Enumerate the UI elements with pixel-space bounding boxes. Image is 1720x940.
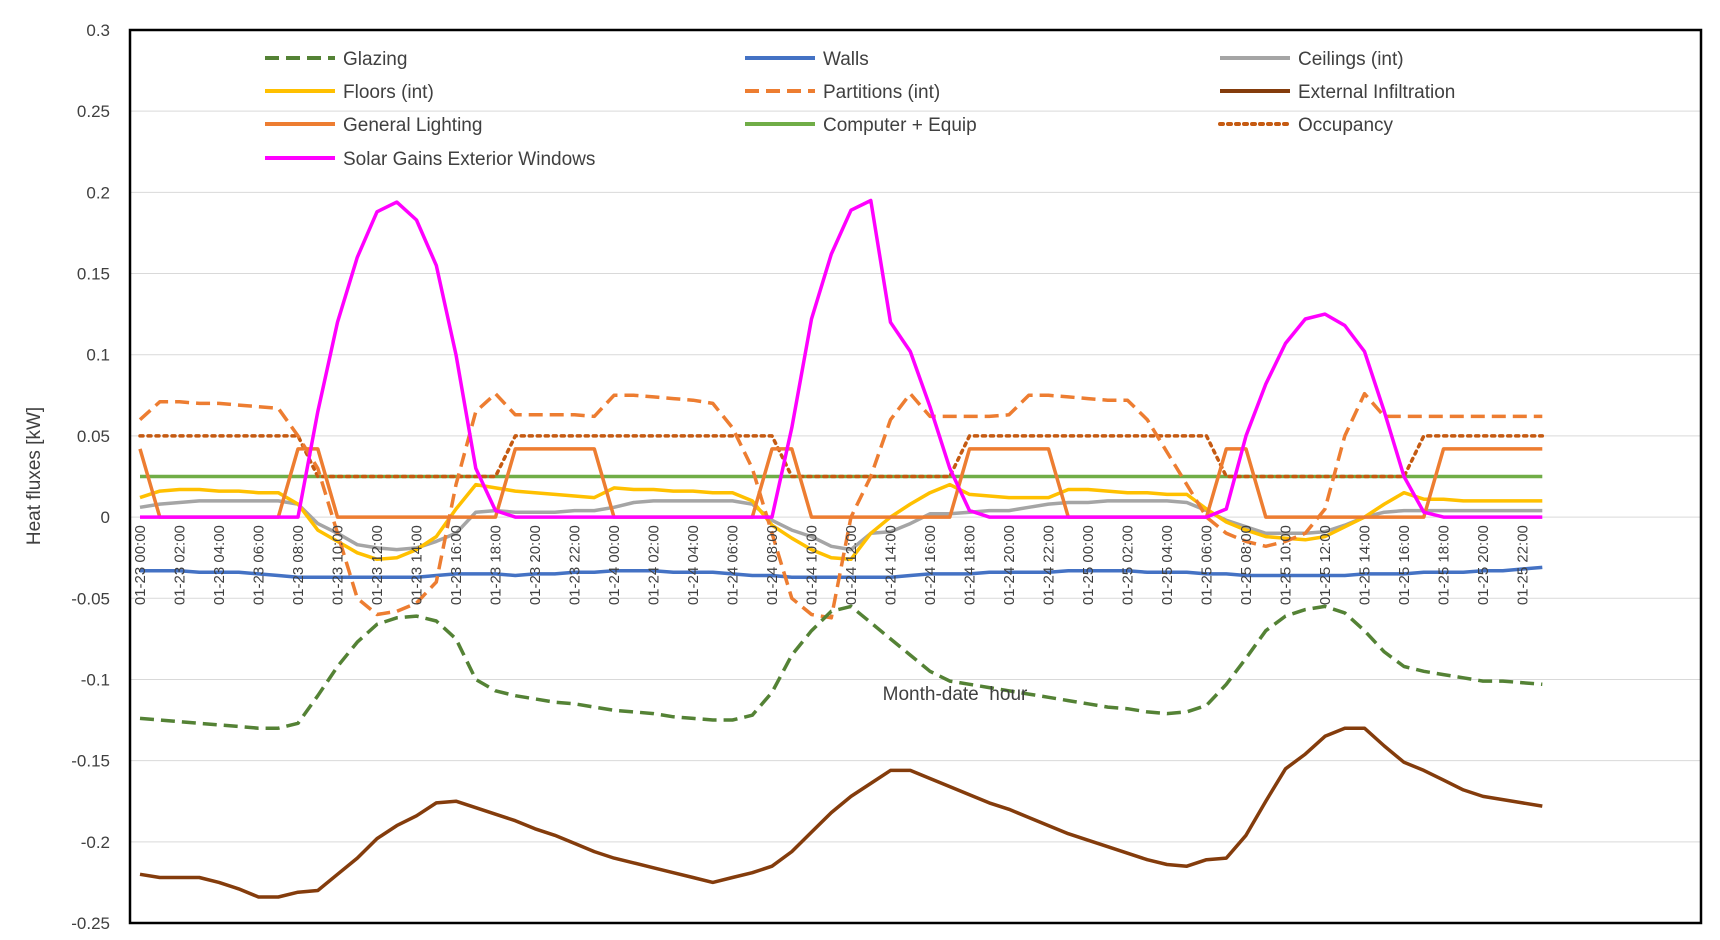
legend-item-walls: Walls (745, 49, 869, 70)
x-axis-title: Month-date hour (883, 684, 1028, 705)
legend-item-occupancy: Occupancy (1218, 115, 1394, 136)
y-tick-label: -0.2 (81, 833, 110, 852)
series-line-partitions-int (138, 391, 1543, 620)
x-tick-label: 01-23 18:00 (488, 525, 505, 605)
y-axis-title: Heat fluxes [kW] (24, 407, 45, 545)
x-tick-label: 01-23 04:00 (211, 525, 228, 605)
series-line-walls (140, 565, 1543, 579)
legend-label: Floors (int) (343, 82, 434, 103)
y-tick-label: -0.25 (71, 914, 110, 933)
x-tick-label: 01-24 14:00 (883, 525, 900, 605)
x-tick-label: 01-23 10:00 (330, 525, 347, 605)
legend-label: Solar Gains Exterior Windows (343, 149, 595, 170)
legend-item-glazing: Glazing (265, 49, 407, 70)
x-tick-label: 01-25 08:00 (1238, 525, 1255, 605)
x-tick-label: 01-23 22:00 (567, 525, 584, 605)
legend-item-floors-int: Floors (int) (265, 82, 434, 103)
series-line-solar-gains-exterior-windows (140, 198, 1543, 519)
legend-item-computer-equip: Computer + Equip (745, 115, 977, 136)
x-tick-label: 01-25 02:00 (1120, 525, 1137, 605)
x-tick-label: 01-25 22:00 (1515, 525, 1532, 605)
x-tick-label: 01-24 16:00 (922, 525, 939, 605)
x-tick-label: 01-24 18:00 (962, 525, 979, 605)
x-tick-label: 01-25 20:00 (1475, 525, 1492, 605)
series-line-glazing (139, 604, 1543, 730)
x-tick-label: 01-23 08:00 (290, 525, 307, 605)
y-tick-label: -0.05 (71, 589, 110, 608)
x-tick-label: 01-25 18:00 (1436, 525, 1453, 605)
x-tick-label: 01-25 04:00 (1159, 525, 1176, 605)
legend-label: Partitions (int) (823, 82, 940, 103)
legend-label: Glazing (343, 49, 407, 70)
x-tick-label: 01-25 10:00 (1278, 525, 1295, 605)
x-tick-label: 01-23 20:00 (527, 525, 544, 605)
x-tick-label: 01-24 04:00 (685, 525, 702, 605)
x-tick-label: 01-25 06:00 (1199, 525, 1216, 605)
x-tick-label: 01-24 06:00 (725, 525, 742, 605)
y-axis-tick-labels: 0.3 0.25 0.2 0.15 0.1 0.05 0 -0.05 -0.1 -0.15 -0.2… (71, 21, 110, 933)
x-tick-label: 01-24 00:00 (606, 525, 623, 605)
y-tick-label: 0.3 (86, 21, 110, 40)
legend-label: Computer + Equip (823, 115, 977, 136)
x-tick-label: 01-25 14:00 (1357, 525, 1374, 605)
x-tick-label: 01-23 06:00 (251, 525, 268, 605)
legend-label: Occupancy (1298, 115, 1394, 136)
series-line-ceilings-int (139, 499, 1543, 552)
x-tick-label: 01-24 08:00 (764, 525, 781, 605)
plot-area-border (128, 28, 1703, 925)
y-tick-label: -0.15 (71, 752, 110, 771)
x-tick-label: 01-24 10:00 (804, 525, 821, 605)
x-tick-label: 01-23 16:00 (448, 525, 465, 605)
y-tick-label: 0 (101, 508, 110, 527)
x-tick-label: 01-25 16:00 (1396, 525, 1413, 605)
y-tick-label: 0.2 (86, 183, 110, 202)
legend-item-ceilings-int: Ceilings (int) (1220, 49, 1404, 70)
x-tick-label: 01-24 22:00 (1041, 525, 1058, 605)
legend-label: Ceilings (int) (1298, 49, 1404, 70)
legend-label: General Lighting (343, 115, 482, 136)
x-tick-label: 01-24 02:00 (646, 525, 663, 605)
series-line-general-lighting (138, 447, 1543, 519)
y-tick-label: 0.05 (77, 427, 110, 446)
x-tick-label: 01-23 00:00 (132, 525, 149, 605)
legend: Glazing Walls Ceilings (int) Floors (int) Pa… (265, 49, 1455, 170)
y-tick-label: 0.15 (77, 265, 110, 284)
x-tick-label: 01-23 14:00 (409, 525, 426, 605)
x-tick-label: 01-23 02:00 (172, 525, 189, 605)
legend-item-external-infiltration: External Infiltration (1220, 82, 1455, 103)
series-line-occupancy (138, 434, 1545, 479)
series-lines (138, 198, 1545, 899)
y-tick-label: -0.1 (81, 670, 110, 689)
x-tick-label: 01-25 12:00 (1317, 525, 1334, 605)
x-tick-label: 01-23 12:00 (369, 525, 386, 605)
x-axis-tick-labels: 01-23 00:00 01-23 02:00 01-23 04:00 01-23 0… (132, 525, 1532, 605)
legend-label: Walls (823, 49, 869, 70)
x-tick-label: 01-24 12:00 (843, 525, 860, 605)
x-tick-label: 01-24 20:00 (1001, 525, 1018, 605)
y-tick-label: 0.1 (86, 346, 110, 365)
legend-item-solar-gains-exterior-windows: Solar Gains Exterior Windows (265, 149, 595, 170)
legend-item-general-lighting: General Lighting (265, 115, 482, 136)
x-tick-label: 01-25 00:00 (1080, 525, 1097, 605)
y-tick-label: 0.25 (77, 102, 110, 121)
series-line-external-infiltration (139, 726, 1543, 899)
legend-item-partitions-int: Partitions (int) (745, 82, 940, 103)
legend-label: External Infiltration (1298, 82, 1455, 103)
